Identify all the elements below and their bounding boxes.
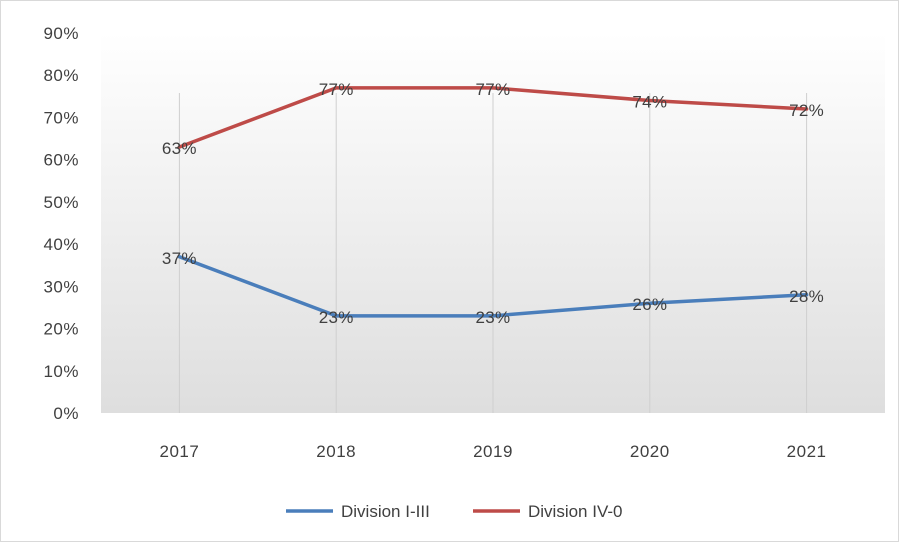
data-label: 26%: [632, 295, 667, 314]
x-axis-ticks: 2017 2018 2019 2020 2021: [159, 442, 826, 461]
data-label: 77%: [476, 80, 511, 99]
y-tick-label: 70%: [43, 108, 79, 127]
y-tick-label: 10%: [43, 362, 79, 381]
series-line-0: [177, 255, 809, 318]
y-tick-label: 90%: [43, 24, 79, 43]
series-line-1: [177, 86, 809, 149]
data-label: 74%: [632, 93, 667, 112]
data-label: 77%: [319, 80, 354, 99]
data-label: 23%: [319, 308, 354, 327]
y-tick-label: 40%: [43, 235, 79, 254]
series-lines: [177, 86, 809, 318]
data-label: 28%: [789, 287, 824, 306]
x-tick-label: 2018: [316, 442, 356, 461]
x-tick-label: 2017: [159, 442, 199, 461]
x-tick-label: 2019: [473, 442, 513, 461]
data-label: 63%: [162, 139, 197, 158]
data-label: 37%: [162, 249, 197, 268]
y-tick-label: 80%: [43, 66, 79, 85]
legend: Division I-III Division IV-0: [286, 502, 622, 521]
y-tick-label: 30%: [43, 277, 79, 296]
y-tick-label: 20%: [43, 320, 79, 339]
data-label: 23%: [476, 308, 511, 327]
x-tick-label: 2021: [787, 442, 827, 461]
x-tick-label: 2020: [630, 442, 670, 461]
y-tick-label: 0%: [53, 404, 79, 423]
data-label: 72%: [789, 101, 824, 120]
y-tick-label: 60%: [43, 151, 79, 170]
data-labels: 37% 23% 23% 26% 28% 63% 77% 77% 74% 72%: [162, 80, 824, 327]
y-axis-ticks: 0% 10% 20% 30% 40% 50% 60% 70% 80% 90%: [43, 24, 79, 423]
y-tick-label: 50%: [43, 193, 79, 212]
legend-label-1: Division IV-0: [528, 502, 622, 521]
legend-label-0: Division I-III: [341, 502, 430, 521]
